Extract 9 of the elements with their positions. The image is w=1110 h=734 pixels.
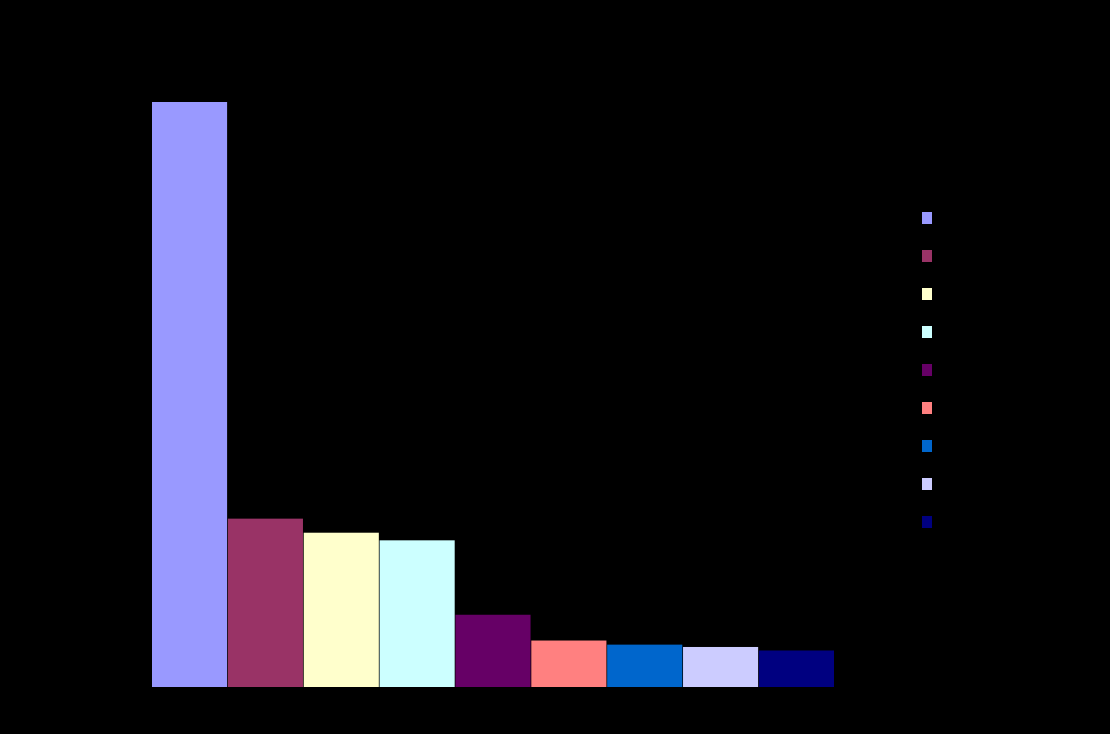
- bar: [303, 532, 379, 688]
- bar: [455, 614, 531, 688]
- bar: [379, 540, 455, 688]
- bar: [683, 646, 759, 688]
- bar: [227, 518, 303, 688]
- bar: [758, 650, 834, 688]
- bar: [607, 644, 683, 688]
- bar: [531, 640, 607, 688]
- bar: [152, 102, 228, 688]
